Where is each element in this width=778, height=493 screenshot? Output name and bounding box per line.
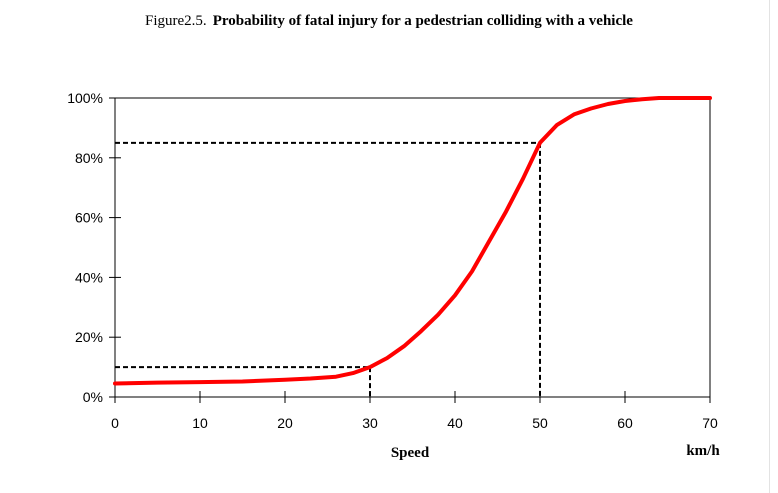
- y-tick-label: 40%: [75, 269, 103, 285]
- x-tick-label: 50: [532, 415, 548, 431]
- x-tick-label: 0: [111, 415, 119, 431]
- figure-title: Probability of fatal injury for a pedest…: [212, 13, 633, 29]
- x-tick-label: 10: [192, 415, 208, 431]
- x-tick-label: 60: [617, 415, 633, 431]
- x-axis-unit: km/h: [686, 443, 720, 459]
- reference-lines: [115, 141, 541, 397]
- figure-caption: Figure2.5. Probability of fatal injury fo…: [0, 13, 778, 30]
- fatality-curve: [113, 96, 712, 386]
- y-tick-label: 80%: [75, 150, 103, 166]
- y-tick-label: 20%: [75, 329, 103, 345]
- y-tick-label: 0%: [83, 389, 103, 405]
- y-tick-label: 60%: [75, 210, 103, 226]
- axes: [109, 97, 711, 403]
- x-axis-title: Speed: [391, 445, 430, 461]
- tick-labels: 0% 20% 40% 60% 80% 100% 0 10 20 30 40 50 60 70: [67, 90, 718, 431]
- x-tick-label: 40: [447, 415, 463, 431]
- x-tick-label: 70: [702, 415, 718, 431]
- figure-label: Figure2.5.: [145, 13, 207, 29]
- x-tick-label: 20: [277, 415, 293, 431]
- y-tick-label: 100%: [67, 90, 103, 106]
- x-tick-label: 30: [362, 415, 378, 431]
- curve-layer: [113, 96, 712, 386]
